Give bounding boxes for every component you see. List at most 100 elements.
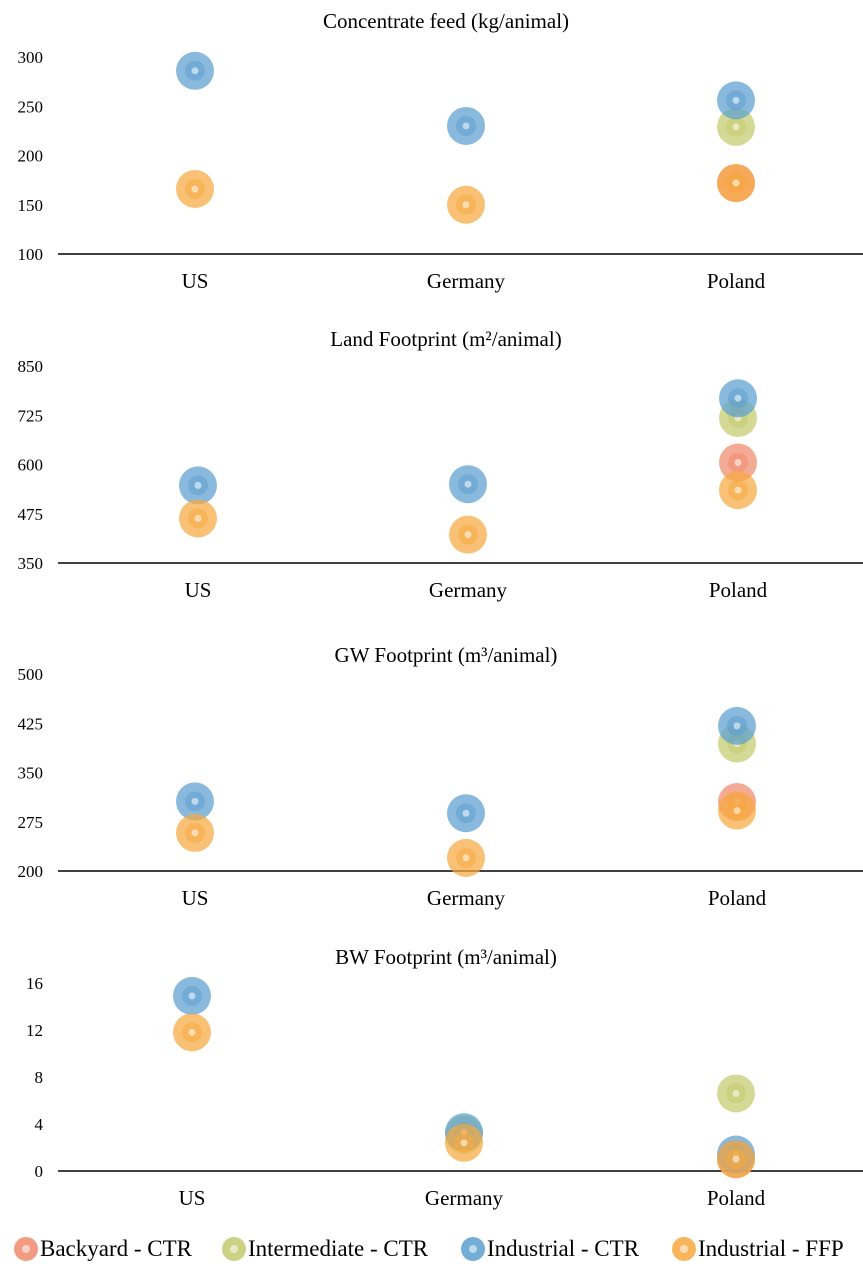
point-center (188, 992, 196, 1000)
x-tick-label: Germany (425, 1186, 504, 1210)
data-point-industrial-ctr (718, 706, 756, 745)
point-center (732, 96, 740, 104)
x-tick-label: Poland (707, 1186, 766, 1210)
y-tick-label: 200 (18, 862, 44, 881)
y-tick-label: 8 (35, 1068, 44, 1087)
data-point-industrial-ffp (718, 791, 756, 830)
legend: Backyard - CTR Intermediate - CTR Industri… (0, 1232, 863, 1266)
data-point-industrial-ffp (717, 164, 755, 203)
y-tick-label: 250 (18, 97, 44, 116)
chart-1: Concentrate feed (kg/animal) 100 150 200 250… (18, 9, 863, 293)
chart-2: Land Footprint (m²/animal) 350 475 600 725 85… (18, 327, 863, 602)
data-point-industrial-ctr (176, 51, 214, 90)
x-tick-label: US (182, 269, 209, 293)
point-center (734, 486, 742, 494)
data-point-industrial-ctr (447, 106, 485, 145)
point-center (460, 1139, 468, 1147)
y-tick-label: 100 (18, 245, 44, 264)
data-point-industrial-ffp (176, 169, 214, 208)
y-tick-label: 500 (18, 665, 44, 684)
chart-title: GW Footprint (m³/animal) (335, 643, 558, 667)
x-tick-label: Poland (707, 269, 766, 293)
data-point-industrial-ffp (173, 1013, 211, 1052)
data-point-industrial-ffp (179, 499, 217, 538)
legend-label: Industrial - CTR (487, 1236, 640, 1261)
point-center (732, 1155, 740, 1163)
chart-3: GW Footprint (m³/animal) 200 275 350 425 500 U… (18, 643, 863, 910)
x-tick-label: US (185, 578, 212, 602)
point-center (733, 722, 741, 730)
point-center (732, 179, 740, 187)
point-center (734, 394, 742, 402)
data-point-backyard-ctr (719, 443, 757, 482)
x-tick-label: Germany (427, 886, 506, 910)
y-tick-label: 350 (18, 764, 44, 783)
point-center (462, 809, 470, 817)
legend-marker-icon (461, 1237, 485, 1261)
y-tick-label: 600 (18, 456, 44, 475)
point-center (462, 854, 470, 862)
data-point-industrial-ctr (179, 466, 217, 505)
data-point-industrial-ffp (719, 471, 757, 510)
legend-item-backyard-ctr: Backyard - CTR (14, 1236, 192, 1262)
legend-marker-icon (672, 1237, 696, 1261)
data-point-industrial-ffp (176, 813, 214, 852)
point-center (732, 123, 740, 131)
y-tick-label: 150 (18, 196, 44, 215)
y-tick-label: 0 (35, 1162, 44, 1181)
data-point-industrial-ffp (445, 1123, 483, 1162)
y-tick-label: 4 (35, 1115, 44, 1134)
point-center (464, 480, 472, 488)
x-tick-label: Germany (429, 578, 508, 602)
data-point-industrial-ctr (717, 81, 755, 120)
point-center (188, 1028, 196, 1036)
data-point-industrial-ffp (447, 838, 485, 877)
point-center (462, 122, 470, 130)
legend-item-industrial-ffp: Industrial - FFP (672, 1236, 844, 1262)
chart-title: Concentrate feed (kg/animal) (323, 9, 569, 33)
data-point-industrial-ffp (449, 515, 487, 554)
y-tick-label: 16 (26, 974, 43, 993)
legend-label: Backyard - CTR (40, 1236, 193, 1261)
y-tick-label: 275 (18, 813, 44, 832)
y-tick-label: 475 (18, 505, 44, 524)
x-tick-label: Germany (427, 269, 506, 293)
chart-title: BW Footprint (m³/animal) (335, 945, 557, 969)
legend-item-industrial-ctr: Industrial - CTR (461, 1236, 639, 1262)
data-point-industrial-ffp (717, 1140, 755, 1179)
point-center (191, 185, 199, 193)
y-tick-label: 12 (26, 1021, 43, 1040)
chart-4: BW Footprint (m³/animal) 0 4 8 12 16 US Germany… (26, 945, 863, 1210)
point-center (191, 829, 199, 837)
legend-label: Industrial - FFP (698, 1236, 844, 1261)
data-point-industrial-ctr (176, 782, 214, 821)
y-tick-label: 350 (18, 554, 44, 573)
point-center (732, 1089, 740, 1097)
x-tick-label: US (182, 886, 209, 910)
legend-marker-icon (14, 1237, 38, 1261)
y-tick-label: 725 (18, 406, 44, 425)
point-center (191, 797, 199, 805)
scatter-charts: Concentrate feed (kg/animal) 100 150 200 250… (18, 9, 863, 1210)
point-center (733, 807, 741, 815)
x-tick-label: US (179, 1186, 206, 1210)
x-tick-label: Poland (709, 578, 768, 602)
y-tick-label: 200 (18, 147, 44, 166)
data-point-industrial-ctr (449, 465, 487, 504)
y-tick-label: 300 (18, 48, 44, 67)
data-point-industrial-ctr (173, 976, 211, 1015)
y-tick-label: 850 (18, 357, 44, 376)
data-point-industrial-ctr (719, 379, 757, 418)
legend-item-intermediate-ctr: Intermediate - CTR (222, 1236, 428, 1262)
y-tick-label: 425 (18, 714, 44, 733)
point-center (462, 201, 470, 209)
data-point-intermediate-ctr (717, 107, 755, 146)
legend-marker-icon (222, 1237, 246, 1261)
point-center (464, 531, 472, 539)
point-center (191, 67, 199, 75)
data-point-intermediate-ctr (717, 1074, 755, 1113)
data-point-industrial-ctr (447, 794, 485, 833)
x-tick-label: Poland (708, 886, 767, 910)
chart-title: Land Footprint (m²/animal) (330, 327, 561, 351)
data-point-industrial-ffp (447, 185, 485, 224)
